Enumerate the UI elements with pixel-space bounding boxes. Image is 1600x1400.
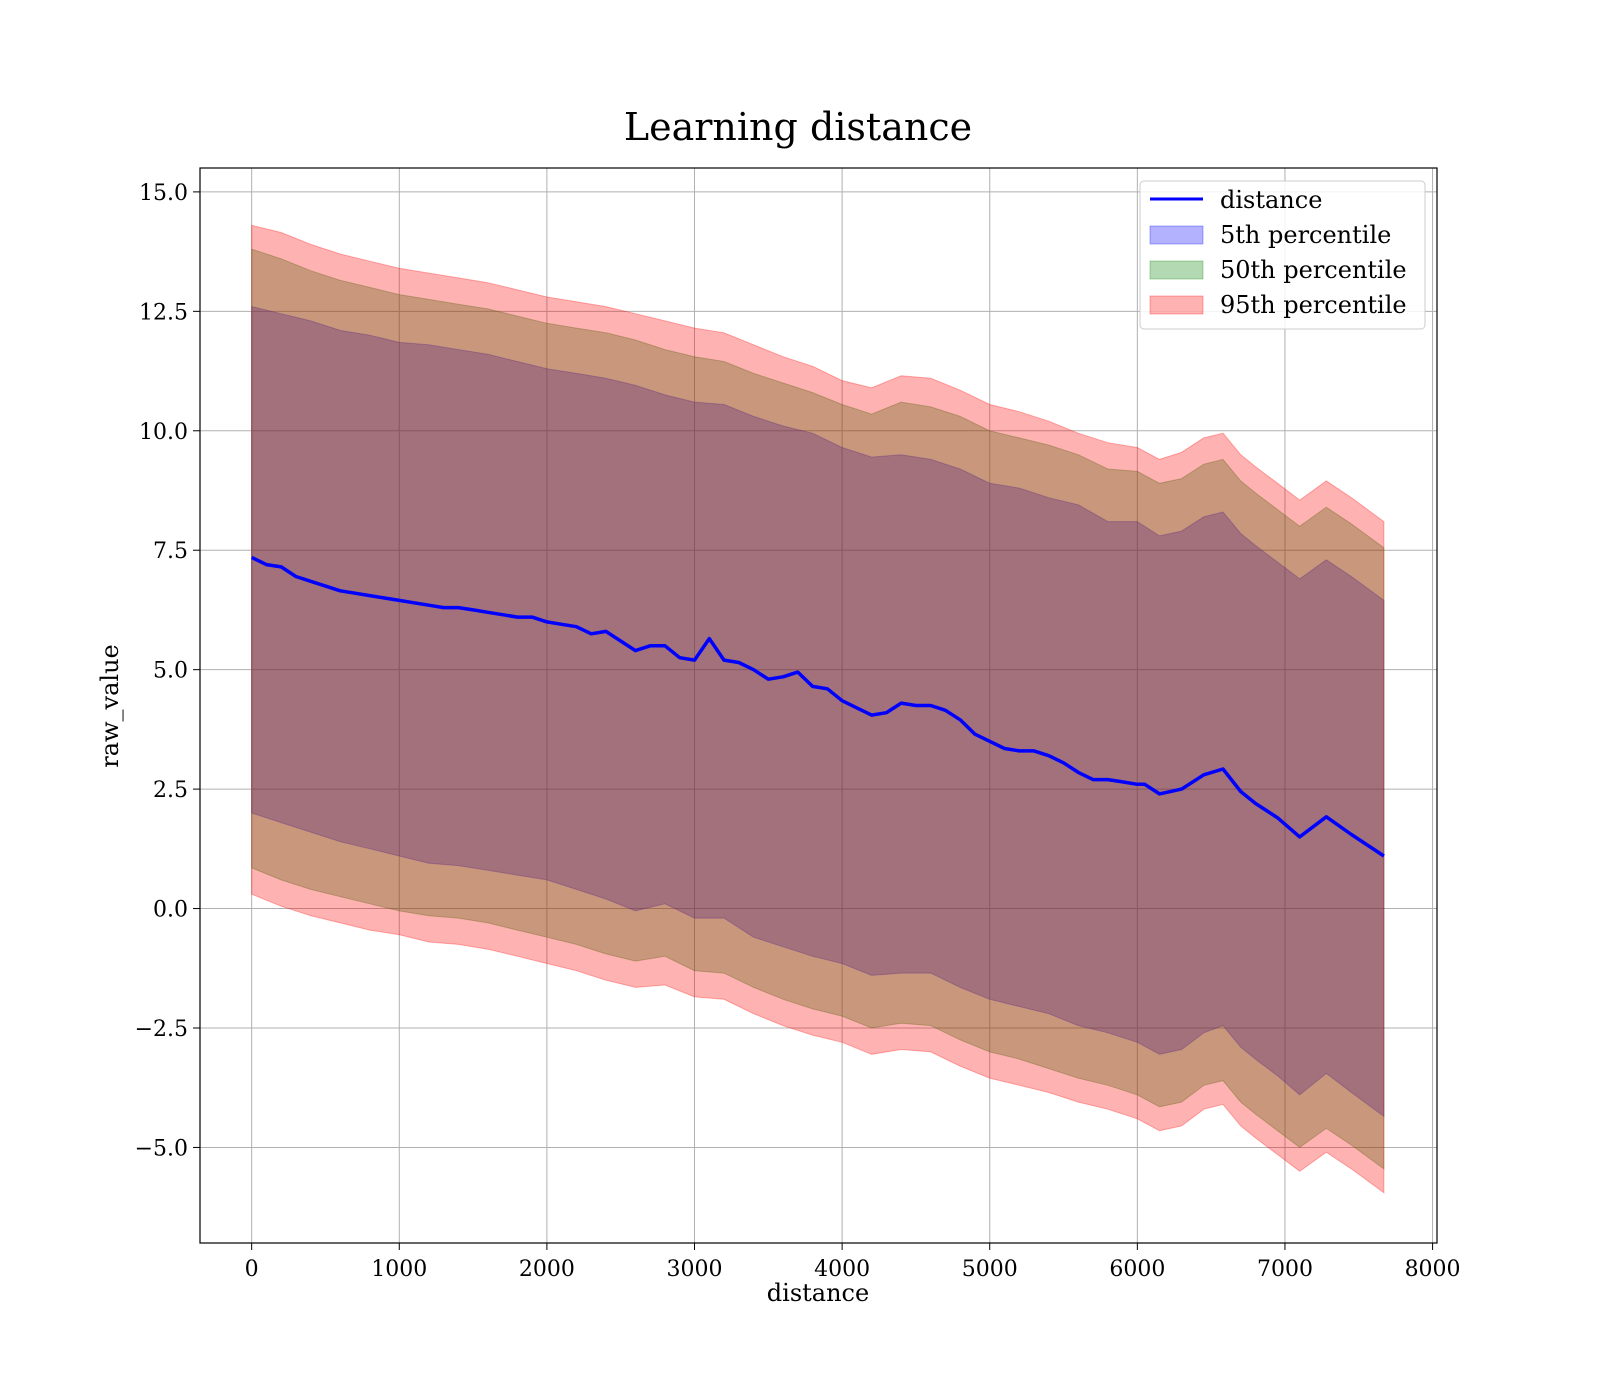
x-tick-label: 2000	[519, 1257, 575, 1282]
x-tick-label: 1000	[371, 1257, 427, 1282]
band-5th-percentile	[251, 305, 1385, 1118]
legend-label-95th: 95th percentile	[1220, 291, 1407, 319]
y-tick-label: −5.0	[135, 1136, 188, 1161]
legend-swatch-95th	[1149, 295, 1204, 315]
x-axis-label: distance	[767, 1279, 869, 1307]
axis-ticks: 0 1000 2000 3000 4000 5000 6000 7000 8000 −5.0 −2.…	[135, 181, 1461, 1282]
legend-label-distance: distance	[1220, 186, 1322, 214]
x-tick-label: 4000	[814, 1257, 870, 1282]
legend-label-50th: 50th percentile	[1220, 256, 1407, 284]
x-tick-label: 0	[245, 1257, 259, 1282]
percentile-bands	[251, 224, 1385, 1194]
legend-swatch-5th	[1149, 225, 1204, 245]
x-tick-label: 8000	[1405, 1257, 1461, 1282]
x-tick-label: 6000	[1109, 1257, 1165, 1282]
y-tick-label: 0.0	[153, 898, 188, 923]
legend-label-5th: 5th percentile	[1220, 221, 1391, 249]
y-tick-label: 5.0	[153, 659, 188, 684]
x-tick-label: 7000	[1257, 1257, 1313, 1282]
y-tick-label: 10.0	[139, 420, 188, 445]
band-50th-percentile	[251, 248, 1385, 1170]
chart-title: Learning distance	[624, 105, 972, 149]
band-95th-percentile	[251, 224, 1385, 1194]
distance-line-layer	[250, 555, 1385, 858]
grid	[200, 168, 1437, 1243]
legend: distance 5th percentile 50th percentile …	[1139, 180, 1426, 330]
y-axis-label: raw_value	[96, 644, 124, 768]
legend-box	[1139, 180, 1426, 330]
series-line-distance	[250, 555, 1385, 858]
legend-swatch-50th	[1149, 260, 1204, 280]
y-tick-label: 2.5	[153, 778, 188, 803]
y-tick-label: −2.5	[135, 1017, 188, 1042]
x-tick-label: 3000	[667, 1257, 723, 1282]
plot-frame	[199, 167, 1438, 1244]
y-tick-label: 7.5	[153, 539, 188, 564]
y-tick-label: 15.0	[139, 181, 188, 206]
x-tick-label: 5000	[962, 1257, 1018, 1282]
y-tick-label: 12.5	[139, 300, 188, 325]
